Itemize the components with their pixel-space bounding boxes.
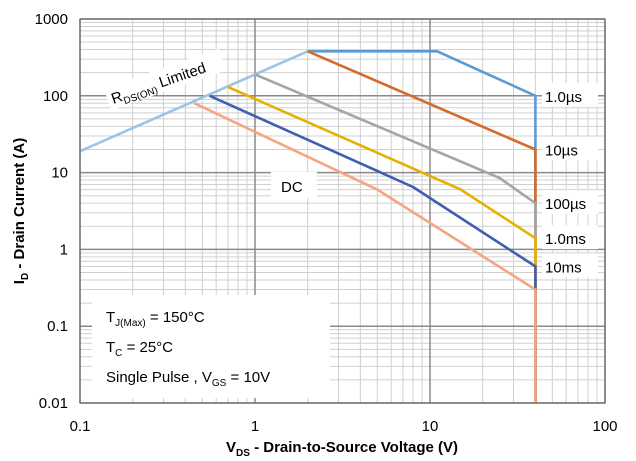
line-label-layer: 1.0µs 10µs 100µs 1.0ms 10ms — [542, 82, 598, 278]
conditions-box — [92, 295, 330, 398]
x-axis-title: VDS - Drain-to-Source Voltage (V) — [226, 439, 458, 459]
y-tick-labels: 0.01 0.1 1 10 100 1000 — [35, 11, 68, 412]
condition-pulse: Single Pulse , VGS = 10V — [106, 369, 270, 389]
x-tick-labels: 0.1 1 10 100 — [70, 418, 618, 435]
line-label: 100µs — [545, 196, 586, 213]
plot-border — [79, 18, 606, 404]
dc-label-bg — [271, 172, 317, 198]
line-label: 10ms — [545, 259, 582, 276]
line-label-bg — [542, 253, 598, 278]
line-label-bg — [542, 190, 598, 215]
x-tick-label: 100 — [592, 418, 617, 435]
y-tick-label: 0.01 — [39, 395, 68, 412]
line-label-bg — [542, 225, 598, 250]
series-layer — [79, 49, 537, 403]
x-tick-label: 1 — [251, 418, 259, 435]
series-line-dc — [193, 102, 537, 403]
line-label: 10µs — [545, 142, 578, 159]
line-label: 1.0ms — [545, 231, 586, 248]
x-tick-label: 10 — [422, 418, 439, 435]
y-tick-label: 10 — [51, 165, 68, 182]
line-label: 1.0µs — [545, 89, 582, 106]
line-label-bg — [542, 82, 598, 107]
y-tick-label: 0.1 — [47, 318, 68, 335]
line-label-bg — [542, 136, 598, 161]
y-tick-label: 1 — [60, 241, 68, 258]
y-axis-title: ID - Drain Current (A) — [11, 138, 31, 284]
condition-tj: TJ(Max) = 150°C — [106, 309, 205, 329]
rds-on-label-bg — [103, 48, 227, 111]
y-tick-label: 100 — [43, 88, 68, 105]
condition-tc: TC = 25°C — [106, 339, 173, 359]
y-tick-label: 1000 — [35, 11, 68, 28]
x-tick-label: 0.1 — [70, 418, 91, 435]
dc-label: DC — [281, 179, 303, 196]
